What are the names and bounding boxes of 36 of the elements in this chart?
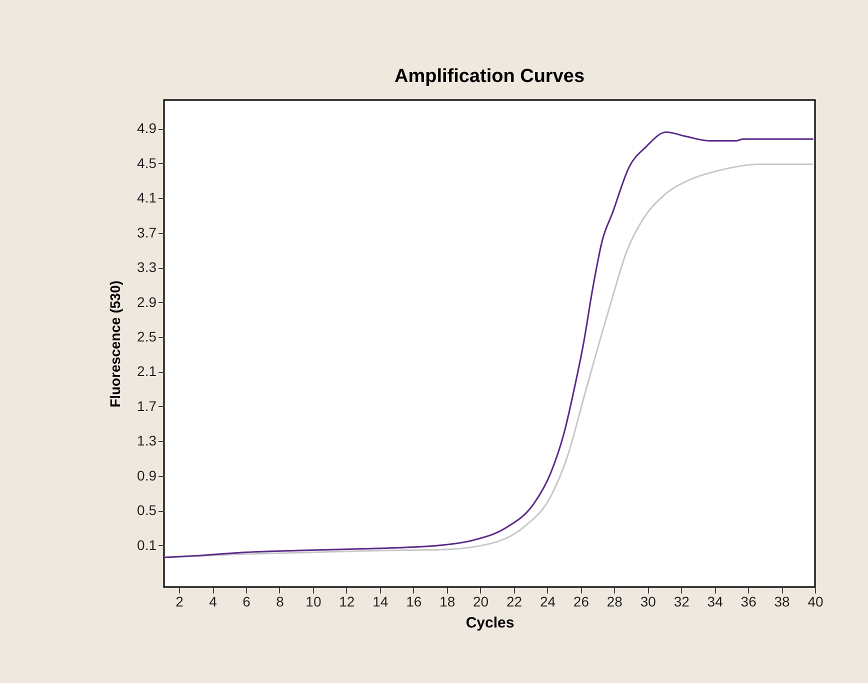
x-tick-label: 8: [276, 594, 284, 610]
y-tick-label: 2.1: [137, 363, 157, 380]
x-tick-label: 12: [339, 594, 355, 610]
y-axis-title: Fluorescence (530): [107, 280, 124, 408]
y-tick-label: 0.5: [137, 502, 157, 518]
y-tick-label: 1.3: [137, 432, 157, 449]
x-tick-label: 24: [540, 594, 556, 610]
y-tick-label: 1.7: [137, 398, 157, 414]
y-tick-label: 2.9: [137, 294, 157, 310]
x-tick-label: 32: [674, 594, 690, 610]
y-tick-label: 2.5: [137, 328, 157, 344]
y-tick-label: 4.1: [137, 190, 157, 206]
x-tick-label: 38: [774, 594, 790, 610]
x-tick-label: 34: [707, 594, 724, 610]
y-tick-label: 0.1: [137, 536, 157, 553]
x-tick-label: 22: [506, 594, 522, 610]
x-tick-label: 36: [740, 594, 757, 610]
x-tick-label: 18: [440, 594, 456, 610]
x-tick-label: 40: [808, 594, 824, 610]
y-tick-label: 3.7: [137, 224, 157, 240]
x-axis-title: Cycles: [466, 614, 514, 632]
y-tick-label: 4.9: [137, 120, 157, 136]
x-tick-label: 10: [306, 594, 322, 610]
x-tick-label: 16: [406, 594, 422, 610]
x-tick-label: 4: [209, 594, 218, 610]
x-tick-label: 6: [242, 594, 251, 610]
y-tick-label: 4.5: [137, 154, 157, 171]
x-tick-label: 14: [372, 594, 388, 610]
x-tick-label: 30: [640, 594, 656, 610]
x-tick-label: 20: [473, 594, 489, 610]
y-tick-label: 0.9: [137, 467, 157, 484]
chart-title: Amplification Curves: [394, 66, 585, 87]
x-tick-label: 2: [176, 594, 184, 610]
x-tick-label: 28: [606, 594, 623, 610]
x-tick-label: 26: [573, 594, 590, 610]
y-tick-label: 3.3: [137, 259, 157, 276]
